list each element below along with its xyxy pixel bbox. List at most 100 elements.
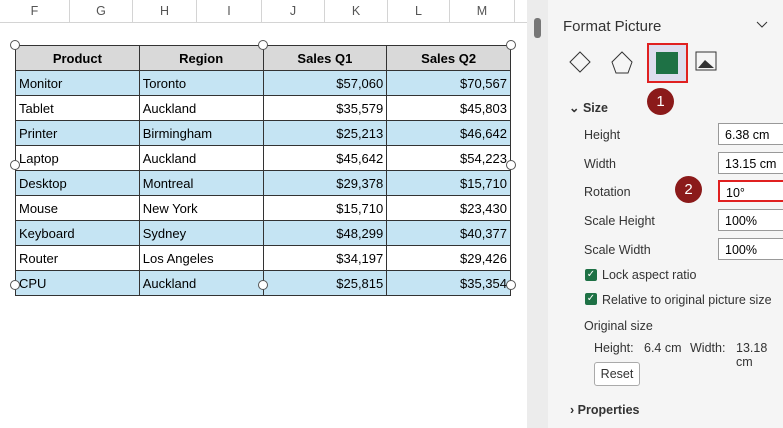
- cell: $46,642: [386, 120, 511, 146]
- callout: 2: [675, 176, 702, 203]
- table-row: Laptop Auckland $45,642 $54,223: [15, 145, 511, 171]
- cell: $25,213: [262, 120, 388, 146]
- column-header[interactable]: H: [133, 0, 197, 22]
- original-size-label: Original size: [584, 319, 653, 333]
- size-section[interactable]: ⌄ Size: [569, 101, 608, 115]
- cell: Tablet: [15, 95, 140, 121]
- section-title: Size: [582, 101, 608, 115]
- original-height-label: Height:: [594, 341, 634, 355]
- column-header[interactable]: M: [450, 0, 515, 22]
- table-row: Mouse New York $15,710 $23,430: [15, 195, 511, 221]
- resize-handle[interactable]: [10, 160, 20, 170]
- table-row: CPU Auckland $25,815 $35,354: [15, 270, 511, 296]
- resize-handle[interactable]: [258, 280, 268, 290]
- section-title: Properties: [577, 403, 640, 417]
- resize-handle[interactable]: [258, 40, 268, 50]
- cell: Monitor: [15, 70, 140, 96]
- cell: $25,815: [262, 270, 388, 296]
- cell: $15,710: [262, 195, 388, 221]
- cell: New York: [138, 195, 264, 221]
- table-row: Router Los Angeles $34,197 $29,426: [15, 245, 511, 271]
- field-input[interactable]: 13.15 cm: [718, 152, 783, 174]
- checkbox-label: Lock aspect ratio: [602, 268, 697, 282]
- data-table: Product Region Sales Q1 Sales Q2 Monitor Toro…: [15, 45, 511, 296]
- column-header[interactable]: F: [0, 0, 70, 22]
- cell: $29,378: [262, 170, 388, 196]
- resize-handle[interactable]: [10, 40, 20, 50]
- cell: $23,430: [386, 195, 511, 221]
- cell: $15,710: [386, 170, 511, 196]
- table-row: Tablet Auckland $35,579 $45,803: [15, 95, 511, 121]
- original-height: 6.4 cm: [644, 341, 682, 355]
- field-label: Scale Width: [584, 243, 651, 257]
- field-input[interactable]: 6.38 cm: [718, 123, 783, 145]
- cell: $29,426: [386, 245, 511, 271]
- reset-button[interactable]: Reset: [594, 362, 640, 386]
- cell: $48,299: [262, 220, 388, 246]
- column-header[interactable]: K: [325, 0, 388, 22]
- field-input[interactable]: 100%: [718, 238, 783, 260]
- header-cell: Region: [138, 45, 264, 71]
- fill-line-icon[interactable]: [569, 51, 591, 73]
- tab-icons: [569, 43, 717, 83]
- cell: Sydney: [138, 220, 264, 246]
- field-input[interactable]: 100%: [718, 209, 783, 231]
- header-row: Product Region Sales Q1 Sales Q2: [15, 45, 511, 71]
- cell: Auckland: [138, 270, 264, 296]
- original-width: 13.18 cm: [736, 341, 768, 369]
- cell: Auckland: [138, 145, 264, 171]
- resize-handle[interactable]: [506, 40, 516, 50]
- field-input[interactable]: 10°: [718, 180, 783, 202]
- cell: $34,197: [262, 245, 388, 271]
- cell: $54,223: [386, 145, 511, 171]
- table-row: Printer Birmingham $25,213 $46,642: [15, 120, 511, 146]
- scroll-thumb[interactable]: [534, 18, 541, 38]
- cell: Montreal: [138, 170, 264, 196]
- cell: Printer: [15, 120, 140, 146]
- table-row: Desktop Montreal $29,378 $15,710: [15, 170, 511, 196]
- resize-handle[interactable]: [506, 280, 516, 290]
- cell: Router: [15, 245, 140, 271]
- properties-section[interactable]: › Properties: [570, 403, 640, 417]
- cell: $45,803: [386, 95, 511, 121]
- cell: Laptop: [15, 145, 140, 171]
- cell: $45,642: [262, 145, 388, 171]
- table-row: Monitor Toronto $57,060 $70,567: [15, 70, 511, 96]
- effects-icon[interactable]: [611, 51, 633, 74]
- table-row: Keyboard Sydney $48,299 $40,377: [15, 220, 511, 246]
- cell: Toronto: [138, 70, 264, 96]
- picture[interactable]: Product Region Sales Q1 Sales Q2 Monitor Toro…: [15, 45, 511, 296]
- column-header[interactable]: G: [70, 0, 133, 22]
- field-label: Width: [584, 157, 616, 171]
- scrollbar[interactable]: [527, 0, 548, 428]
- header-cell: Sales Q2: [386, 45, 511, 71]
- cell: CPU: [15, 270, 140, 296]
- checkbox[interactable]: ✓: [585, 269, 597, 281]
- column-header[interactable]: L: [388, 0, 450, 22]
- cell: Auckland: [138, 95, 264, 121]
- checkbox[interactable]: ✓: [585, 293, 597, 305]
- picture-icon[interactable]: [695, 51, 717, 71]
- cell: $57,060: [262, 70, 388, 96]
- column-header[interactable]: J: [262, 0, 325, 22]
- pane-title: Format Picture: [563, 18, 662, 35]
- cell: Desktop: [15, 170, 140, 196]
- field-label: Rotation: [584, 185, 631, 199]
- collapse-icon[interactable]: [755, 18, 769, 32]
- header-cell: Sales Q1: [262, 45, 388, 71]
- field-label: Scale Height: [584, 214, 655, 228]
- cell: $35,354: [386, 270, 511, 296]
- resize-handle[interactable]: [10, 280, 20, 290]
- cell: Mouse: [15, 195, 140, 221]
- cell: $40,377: [386, 220, 511, 246]
- size-icon: [656, 52, 678, 74]
- checkbox-label: Relative to original picture size: [602, 293, 772, 307]
- column-header[interactable]: I: [197, 0, 262, 22]
- cell: $70,567: [386, 70, 511, 96]
- field-label: Height: [584, 128, 621, 142]
- cell: Keyboard: [15, 220, 140, 246]
- original-width-label: Width:: [690, 341, 726, 355]
- resize-handle[interactable]: [506, 160, 516, 170]
